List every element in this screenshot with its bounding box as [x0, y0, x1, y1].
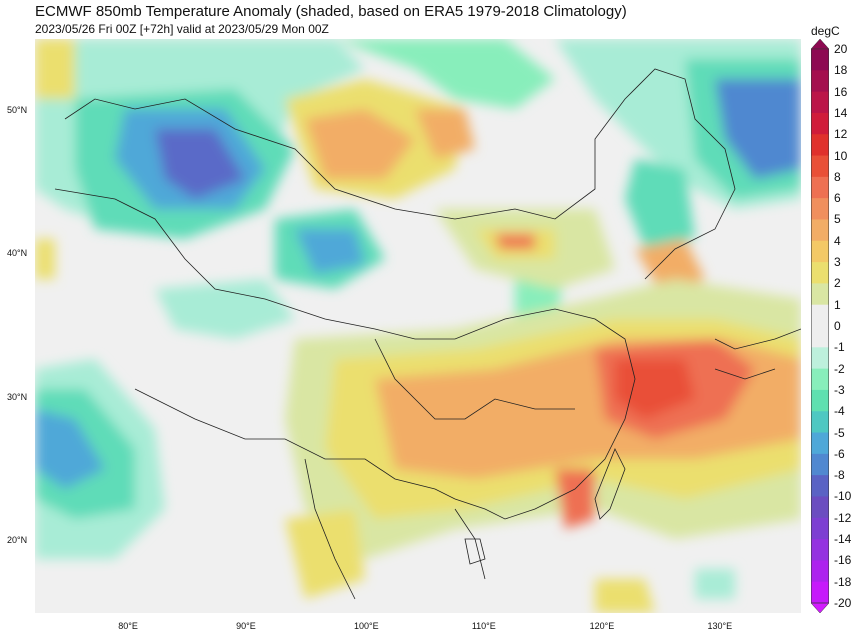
lat-label: 50°N — [7, 104, 28, 115]
lat-label: 20°N — [7, 535, 28, 546]
colorbar-tick-label: -16 — [834, 553, 852, 568]
colorbar-segment — [811, 347, 829, 370]
colorbar-tick-label: -4 — [834, 404, 845, 419]
colorbar-tick-label: 14 — [834, 105, 848, 120]
colorbar-unit: degC — [811, 24, 840, 38]
colorbar-segment — [811, 453, 829, 476]
colorbar-segment — [811, 112, 829, 135]
colorbar-max-arrow — [811, 39, 829, 50]
lon-label: 130°E — [707, 621, 733, 631]
colorbar-tick-label: -5 — [834, 425, 845, 440]
colorbar-segment — [811, 155, 829, 178]
colorbar-segment — [811, 304, 829, 327]
colorbar-tick-label: 20 — [834, 42, 848, 56]
lon-label: 110°E — [471, 621, 496, 631]
colorbar-segment — [811, 496, 829, 519]
map-area[interactable] — [35, 39, 801, 613]
colorbar-segment — [811, 560, 829, 583]
colorbar-segment — [811, 134, 829, 157]
colorbar-tick-label: -10 — [834, 489, 852, 504]
anomaly-field — [35, 39, 801, 613]
map-title: ECMWF 850mb Temperature Anomaly (shaded,… — [35, 3, 627, 20]
colorbar-segment — [811, 198, 829, 220]
shaded-anomaly — [35, 39, 801, 613]
colorbar-segment — [811, 70, 829, 93]
colorbar-tick-label: 12 — [834, 127, 848, 142]
colorbar-segment — [811, 240, 829, 263]
colorbar-tick-label: 10 — [834, 148, 848, 163]
colorbar-tick-label: 18 — [834, 63, 848, 78]
colorbar-segment — [811, 49, 829, 71]
colorbar-tick-label: -8 — [834, 468, 845, 483]
lon-label: 120°E — [589, 621, 615, 631]
lon-label: 80°E — [118, 621, 138, 631]
lon-label: 100°E — [353, 621, 379, 631]
colorbar-tick-label: 3 — [834, 255, 841, 270]
colorbar-segment — [811, 389, 829, 412]
map-subtitle: 2023/05/26 Fri 00Z [+72h] valid at 2023/… — [35, 22, 329, 36]
colorbar-segment — [811, 432, 829, 455]
colorbar-tick-label: 6 — [834, 191, 841, 206]
colorbar-tick-label: 16 — [834, 84, 848, 99]
colorbar-tick-label: -1 — [834, 340, 845, 355]
colorbar-tick-label: -12 — [834, 510, 852, 525]
colorbar-min-arrow — [811, 602, 829, 613]
colorbar-segment — [811, 326, 829, 348]
colorbar-segment — [811, 262, 829, 284]
boundary-lines — [54, 68, 801, 600]
colorbar-tick-label: 5 — [834, 212, 841, 227]
colorbar-segment — [811, 539, 829, 561]
colorbar-tick-label: -20 — [834, 596, 852, 610]
colorbar-tick-label: -18 — [834, 574, 852, 589]
colorbar-border — [811, 48, 829, 604]
colorbar-segment — [811, 283, 829, 306]
colorbar-segment — [811, 219, 829, 242]
colorbar-tick-label: 4 — [834, 233, 841, 248]
colorbar-tick-label: 2 — [834, 276, 841, 291]
lon-label: 90°E — [236, 621, 256, 631]
colorbar — [811, 39, 829, 613]
colorbar-segment — [811, 176, 829, 199]
colorbar-tick-label: 0 — [834, 319, 841, 333]
colorbar-segment — [811, 368, 829, 391]
lat-label: 30°N — [7, 391, 28, 402]
colorbar-segment — [811, 475, 829, 497]
lat-label: 40°N — [7, 248, 28, 259]
colorbar-tick-label: 1 — [834, 297, 841, 312]
colorbar-tick-label: -6 — [834, 446, 845, 461]
colorbar-tick-label: -14 — [834, 532, 852, 547]
colorbar-segment — [811, 517, 829, 540]
colorbar-tick-label: 8 — [834, 169, 841, 184]
colorbar-segment — [811, 411, 829, 434]
colorbar-segment — [811, 91, 829, 114]
colorbar-segment — [811, 581, 829, 604]
colorbar-tick-label: -2 — [834, 361, 845, 376]
colorbar-tick-label: -3 — [834, 382, 845, 397]
